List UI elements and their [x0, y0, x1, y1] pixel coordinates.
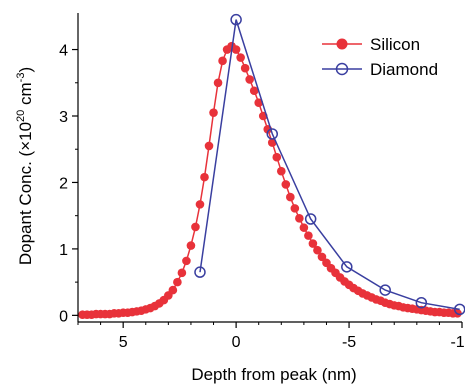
legend: Silicon Diamond: [322, 35, 438, 79]
y-axis-title: Dopant Conc. (×1020 cm-3): [15, 67, 35, 265]
data-point-diamond: [194, 266, 206, 278]
data-point-silicon: [245, 75, 254, 84]
data-point-silicon: [313, 245, 322, 255]
y-tick-label: 2: [59, 175, 68, 192]
data-point-silicon: [249, 86, 259, 96]
data-point-silicon: [191, 222, 200, 232]
data-point-silicon: [276, 166, 286, 176]
data-point-silicon: [218, 56, 227, 66]
data-point-silicon: [173, 277, 182, 287]
data-point-silicon: [317, 252, 327, 262]
x-tick-label: 0: [232, 334, 241, 351]
data-point-diamond: [266, 128, 279, 140]
y-tick-label: 3: [59, 109, 68, 126]
legend-silicon-marker: [336, 38, 348, 50]
y-tick-label: 1: [59, 242, 68, 259]
data-point-silicon: [295, 214, 304, 223]
data-point-silicon: [177, 268, 187, 278]
legend-diamond-label: Diamond: [370, 60, 438, 79]
data-point-silicon: [286, 192, 295, 202]
y-axis-title-end: ): [16, 67, 35, 73]
data-point-silicon: [272, 152, 282, 162]
y-tick-label: 4: [59, 43, 68, 60]
data-point-silicon: [209, 108, 218, 117]
data-point-diamond: [379, 284, 391, 296]
x-tick-label: 5: [119, 334, 128, 351]
data-point-silicon: [231, 45, 241, 54]
series-silicon: [78, 41, 462, 319]
x-axis-title: Depth from peak (nm): [191, 365, 356, 384]
data-point-silicon: [240, 63, 250, 73]
data-point-diamond: [415, 296, 428, 309]
data-point-silicon: [299, 223, 309, 232]
data-point-silicon: [254, 98, 264, 108]
legend-silicon-label: Silicon: [370, 35, 420, 54]
data-point-silicon: [267, 138, 277, 147]
data-point-silicon: [281, 180, 291, 189]
series-line-diamond: [199, 19, 460, 311]
series-diamond: [194, 13, 465, 316]
data-point-silicon: [308, 239, 318, 248]
y-tick-label: 0: [59, 308, 68, 325]
data-point-diamond: [230, 13, 242, 26]
axes-layer: 0 1 2 3 4 5 0 -5 -10: [59, 13, 465, 351]
data-point-silicon: [213, 78, 223, 88]
data-point-silicon: [182, 256, 191, 266]
data-point-silicon: [186, 241, 196, 250]
data-point-silicon: [290, 204, 300, 213]
data-point-silicon: [195, 200, 205, 209]
series-layer: [78, 13, 465, 319]
data-point-silicon: [200, 172, 209, 182]
data-point-diamond: [304, 213, 317, 225]
y-axis-title-exp1: 20: [15, 110, 27, 122]
x-tick-label: -10: [450, 334, 465, 351]
data-point-silicon: [236, 53, 245, 62]
data-point-silicon: [304, 231, 313, 240]
legend-diamond-marker: [335, 62, 349, 76]
x-tick-label: -5: [342, 334, 356, 351]
data-point-silicon: [168, 285, 178, 295]
data-point-silicon: [204, 141, 214, 151]
y-axis-title-exp2: -3: [15, 73, 27, 83]
y-axis-title-main: Dopant Conc. (×10: [16, 122, 35, 265]
data-point-diamond: [341, 261, 353, 273]
y-axis-title-mid: cm: [16, 82, 35, 109]
series-line-silicon: [82, 45, 458, 316]
